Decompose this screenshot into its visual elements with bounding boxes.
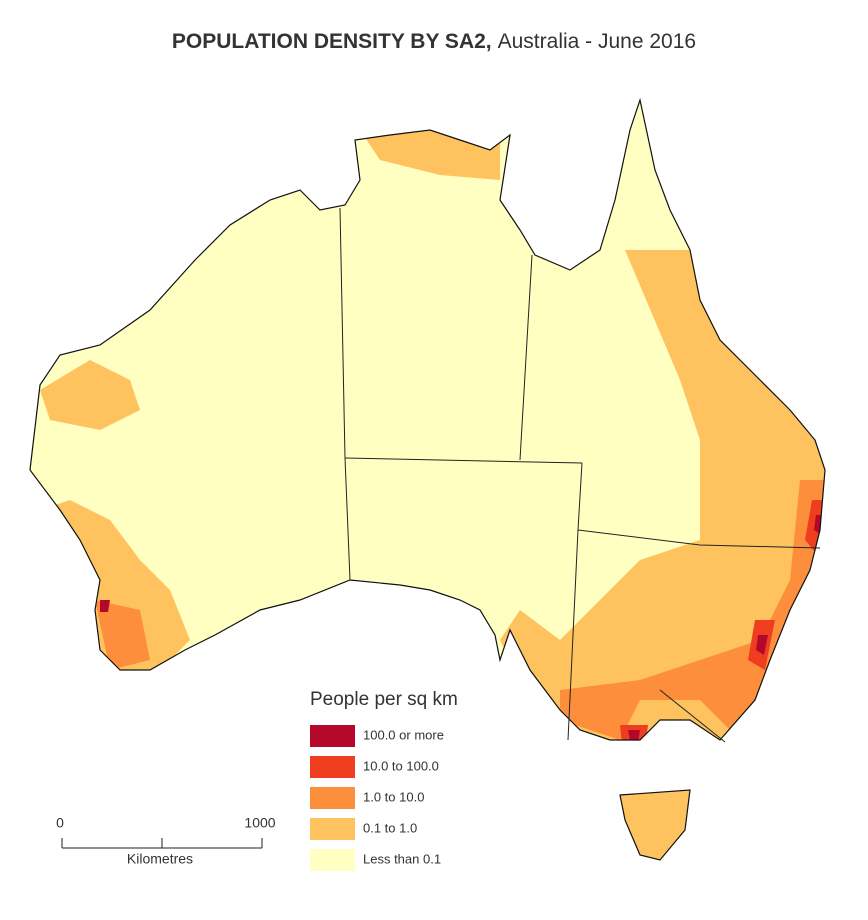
density-zone [600,780,700,860]
legend-title: People per sq km [310,689,458,710]
coastline [29,99,826,861]
legend-swatch [310,725,355,747]
density-zone [95,600,150,670]
density-zone [628,730,640,742]
legend-label: 1.0 to 10.0 [363,789,424,804]
scale-unit: Kilometres [127,851,193,867]
density-zone [756,635,768,655]
density-zone [100,600,110,612]
density-zone [360,130,500,180]
title-bold: POPULATION DENSITY BY SA2, [172,30,492,53]
state-borders [339,207,821,743]
density-map [30,100,825,860]
density-zone [560,480,825,740]
legend-swatch [310,756,355,778]
title-rest: Australia - June 2016 [498,30,696,53]
scale-start: 0 [56,815,64,831]
legend-label: 100.0 or more [363,727,444,742]
legend-label: 10.0 to 100.0 [363,758,439,773]
legend-swatch [310,818,355,840]
map-title: POPULATION DENSITY BY SA2, Australia - Ju… [172,30,696,53]
density-zone [500,250,825,760]
legend-label: Less than 0.1 [363,851,441,866]
legend-label: 0.1 to 1.0 [363,820,417,835]
scale-bar: 0 1000 Kilometres [56,815,276,867]
density-zone [40,360,140,430]
legend-swatch [310,787,355,809]
scale-end: 1000 [244,815,275,831]
legend-swatch [310,849,355,871]
legend: 100.0 or more 10.0 to 100.0 1.0 to 10.0 0.1… [310,725,444,871]
